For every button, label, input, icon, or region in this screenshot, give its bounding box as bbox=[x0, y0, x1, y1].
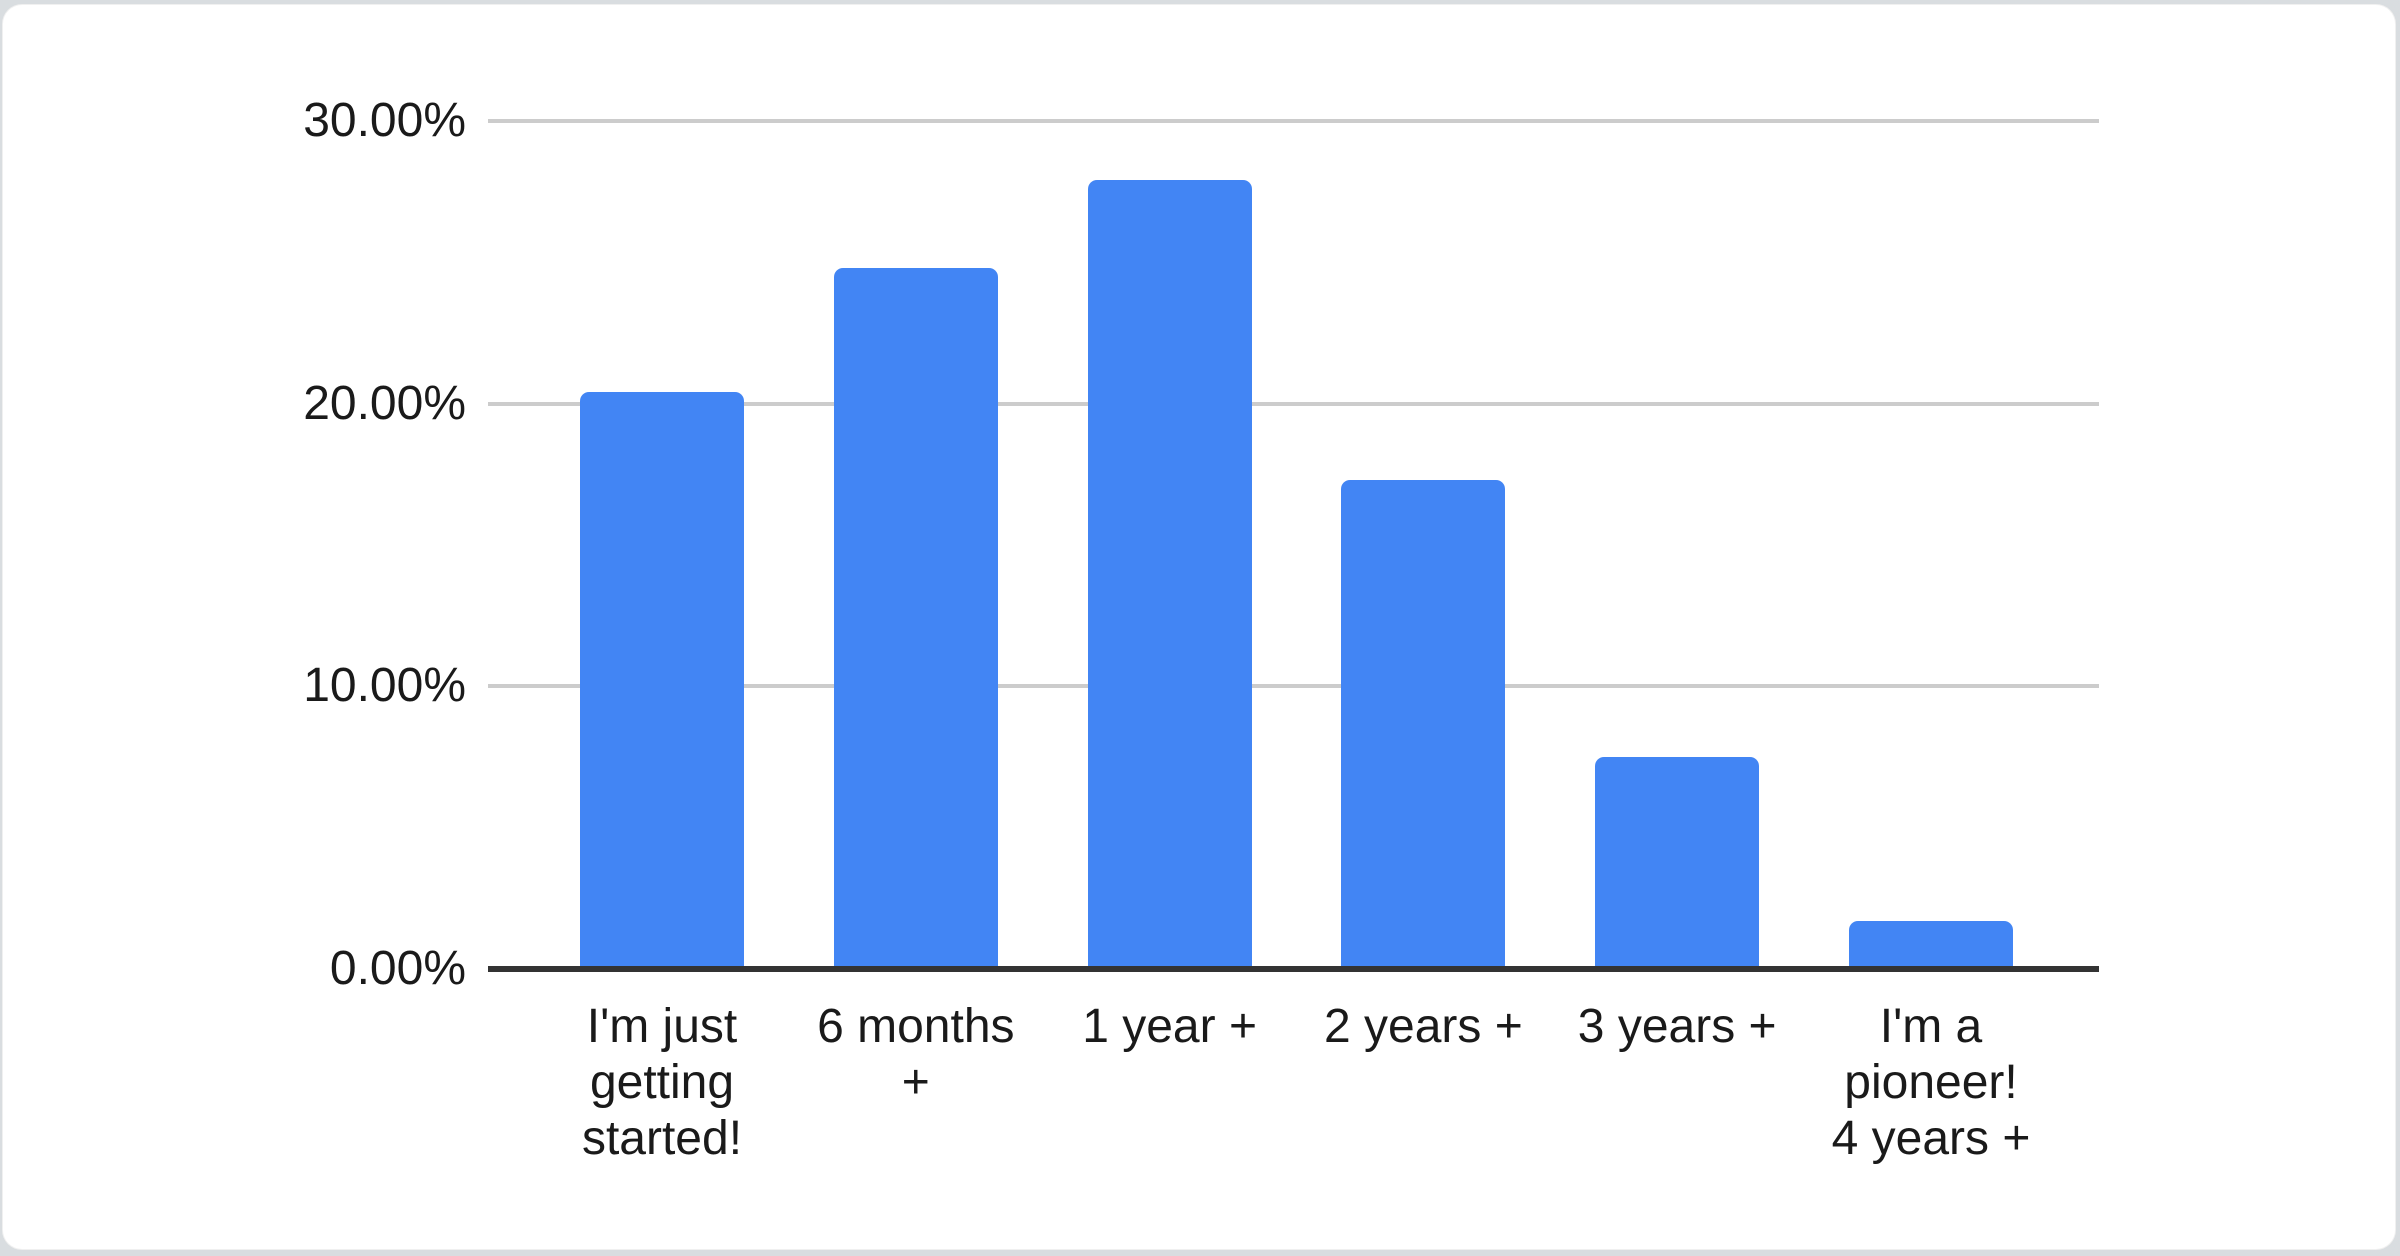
x-axis-category-label-line: 4 years + bbox=[1831, 1112, 2031, 1165]
x-axis-category-label-line: I'm just bbox=[586, 1000, 738, 1053]
x-axis-category-label-line: started! bbox=[581, 1112, 743, 1165]
x-axis-category-label-line: pioneer! bbox=[1844, 1056, 2018, 1109]
x-axis-category-label: 3 years + bbox=[1542, 999, 1812, 1055]
bar-chart: 30.00% 20.00% 10.00% 0.00% I'm just getting s… bbox=[3, 5, 2395, 1249]
x-axis-category-label: I'm just getting started! bbox=[527, 999, 797, 1167]
x-axis-category-label-line: 1 year + bbox=[1082, 1000, 1257, 1053]
x-axis-category-label-line: 3 years + bbox=[1577, 1000, 1777, 1053]
chart-card: 30.00% 20.00% 10.00% 0.00% I'm just getting s… bbox=[2, 4, 2396, 1250]
chart-bar-3[interactable] bbox=[1341, 479, 1506, 969]
y-axis-tick-label: 20.00% bbox=[303, 376, 466, 430]
x-axis-line bbox=[488, 966, 2099, 972]
x-axis-category-label: 1 year + bbox=[1035, 999, 1305, 1055]
x-axis-category-label: 2 years + bbox=[1288, 999, 1558, 1055]
y-axis-tick-label: 30.00% bbox=[303, 93, 466, 147]
chart-bar-2[interactable] bbox=[1087, 180, 1252, 969]
y-axis-tick-label: 0.00% bbox=[329, 942, 466, 995]
chart-bar-0[interactable] bbox=[580, 392, 744, 969]
x-axis-category-label-line: getting bbox=[589, 1056, 735, 1109]
chart-bar-1[interactable] bbox=[833, 267, 998, 969]
chart-bar-5[interactable] bbox=[1849, 920, 2013, 969]
x-axis-category-label: 6 months + bbox=[781, 999, 1051, 1111]
y-axis-tick-label: 10.00% bbox=[303, 659, 466, 713]
x-axis-category-label: I'm a pioneer! 4 years + bbox=[1796, 999, 2066, 1167]
gridline-20 bbox=[488, 401, 2099, 406]
gridline-30 bbox=[488, 118, 2099, 123]
gridline-10 bbox=[488, 684, 2099, 689]
x-axis-category-label-line: + bbox=[901, 1056, 930, 1109]
x-axis-category-label-line: 2 years + bbox=[1324, 1000, 1523, 1053]
chart-bar-4[interactable] bbox=[1595, 756, 1760, 969]
x-axis-category-label-line: I'm a bbox=[1879, 1000, 1983, 1053]
x-axis-category-label-line: 6 months bbox=[817, 1000, 1015, 1053]
